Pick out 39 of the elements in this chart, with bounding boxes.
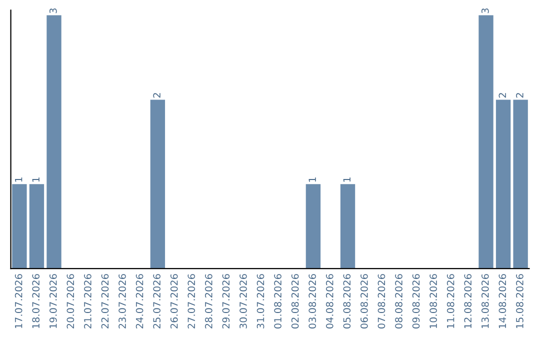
data-label: 1 — [308, 177, 316, 182]
data-label: 2 — [153, 93, 160, 98]
x-tick-label: 02.08.2026 — [291, 274, 299, 328]
x-tick-label: 15.08.2026 — [516, 274, 524, 328]
x-tick-label: 23.07.2026 — [118, 274, 126, 328]
x-tick-label: 25.07.2026 — [153, 274, 160, 328]
x-tick-label: 09.08.2026 — [412, 274, 420, 328]
data-label: 3 — [481, 8, 489, 14]
x-tick-label: 26.07.2026 — [170, 274, 178, 328]
data-label: 1 — [15, 177, 22, 182]
x-tick-label: 21.07.2026 — [84, 274, 92, 328]
data-label: 1 — [343, 177, 350, 182]
x-tick-label: 22.07.2026 — [101, 274, 109, 328]
x-tick-label: 12.08.2026 — [464, 274, 472, 328]
x-tick-label: 03.08.2026 — [308, 274, 316, 328]
x-tick-label: 27.07.2026 — [188, 274, 196, 328]
x-tick-label: 28.07.2026 — [204, 274, 212, 328]
x-tick-label: 30.07.2026 — [240, 274, 247, 328]
x-tick-label: 19.07.2026 — [49, 274, 57, 328]
x-tick-label: 07.08.2026 — [378, 274, 386, 328]
x-tick-label: 04.08.2026 — [326, 274, 334, 328]
x-tick-label: 10.08.2026 — [430, 274, 437, 328]
data-label: 3 — [49, 8, 57, 14]
x-tick-label: 24.07.2026 — [136, 274, 144, 328]
x-tick-label: 14.08.2026 — [498, 274, 506, 328]
data-label: 2 — [498, 93, 506, 98]
data-label: 1 — [32, 177, 40, 182]
x-tick-label: 01.08.2026 — [274, 274, 282, 328]
x-tick-label: 17.07.2026 — [14, 274, 22, 328]
x-tick-label: 05.08.2026 — [343, 274, 351, 328]
x-tick-label: 29.07.2026 — [222, 274, 230, 328]
x-tick-label: 20.07.2026 — [66, 274, 74, 328]
x-tick-label: 06.08.2026 — [360, 274, 368, 328]
x-tick-label: 11.08.2026 — [446, 274, 454, 328]
x-tick-label: 31.07.2026 — [256, 274, 264, 328]
x-tick-label: 08.08.2026 — [395, 274, 402, 328]
data-label: 2 — [516, 93, 524, 98]
x-tick-label: 13.08.2026 — [481, 274, 489, 328]
x-tick-label: 18.07.2026 — [32, 274, 40, 328]
